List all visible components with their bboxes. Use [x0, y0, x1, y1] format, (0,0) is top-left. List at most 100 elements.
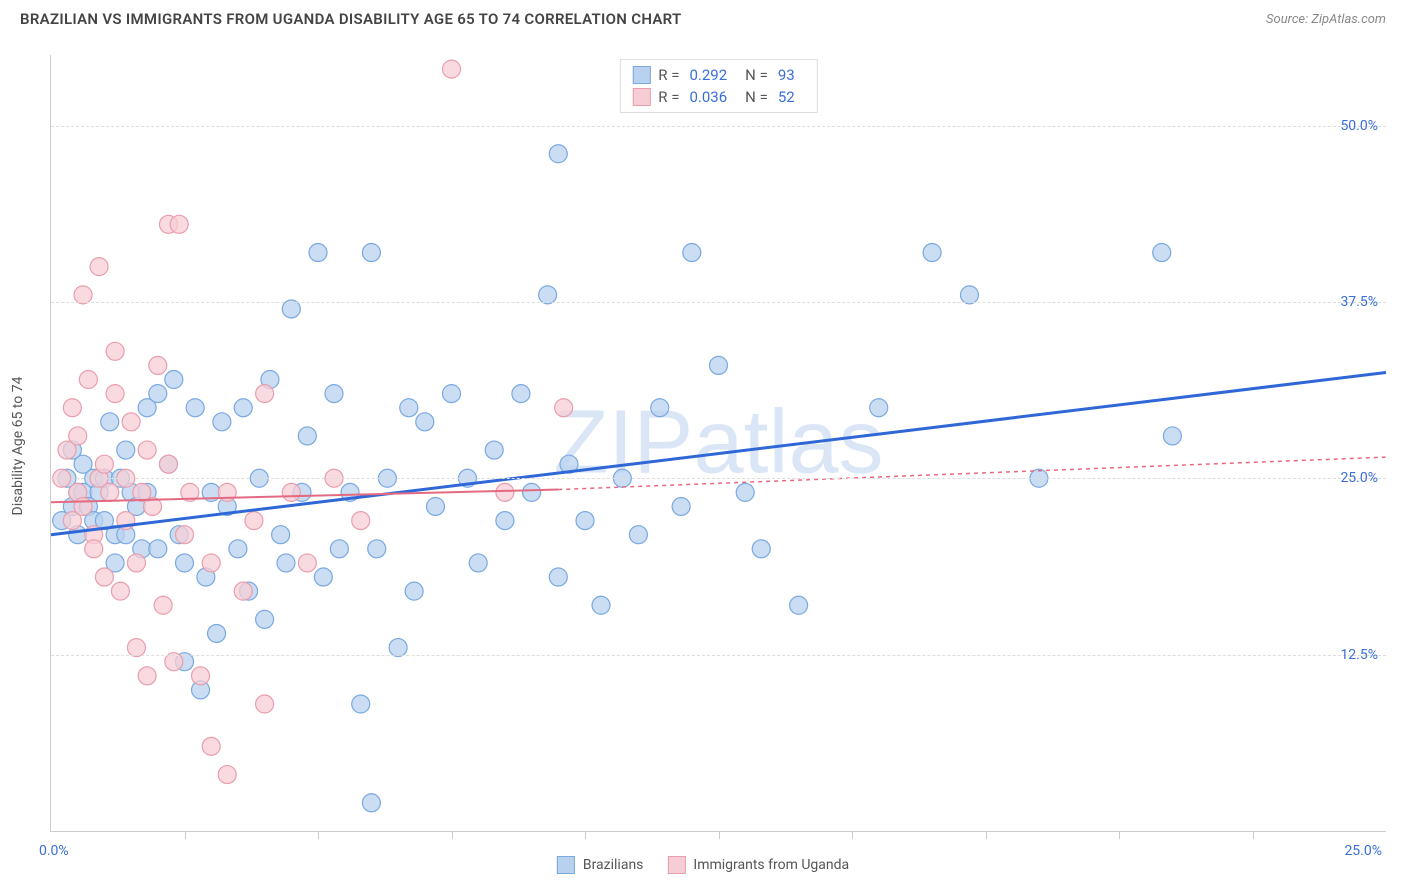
scatter-point [352, 695, 370, 713]
scatter-point [330, 540, 348, 558]
scatter-point [176, 554, 194, 572]
scatter-point [352, 512, 370, 530]
scatter-point [710, 356, 728, 374]
gridline [51, 126, 1386, 127]
series-legend: Brazilians Immigrants from Uganda [557, 856, 849, 874]
scatter-point [149, 540, 167, 558]
scatter-point [443, 385, 461, 403]
scatter-point [368, 540, 386, 558]
chart-header: BRAZILIAN VS IMMIGRANTS FROM UGANDA DISA… [0, 0, 1406, 34]
scatter-point [549, 145, 567, 163]
scatter-point [592, 596, 610, 614]
trend-line-extrapolated [558, 457, 1386, 489]
scatter-point [496, 512, 514, 530]
scatter-point [69, 427, 87, 445]
y-axis-label: Disability Age 65 to 74 [10, 377, 26, 516]
scatter-point [229, 540, 247, 558]
scatter-point [106, 342, 124, 360]
scatter-point [400, 399, 418, 417]
scatter-point [549, 568, 567, 586]
scatter-point [923, 244, 941, 262]
scatter-point [127, 554, 145, 572]
x-tick [585, 831, 586, 839]
stats-legend-box: R =0.292N =93R =0.036N =52 [619, 59, 817, 113]
scatter-point [443, 60, 461, 78]
scatter-point [138, 667, 156, 685]
scatter-point [576, 512, 594, 530]
scatter-point [149, 385, 167, 403]
scatter-point [106, 385, 124, 403]
y-tick-label: 12.5% [1340, 647, 1378, 663]
scatter-point [325, 385, 343, 403]
scatter-point [234, 582, 252, 600]
scatter-point [752, 540, 770, 558]
scatter-point [469, 554, 487, 572]
scatter-point [111, 582, 129, 600]
x-tick [719, 831, 720, 839]
x-tick [318, 831, 319, 839]
stats-legend-row: R =0.292N =93 [632, 64, 804, 86]
legend-label: Brazilians [583, 857, 644, 873]
scatter-point [485, 441, 503, 459]
r-label: R = [658, 66, 679, 84]
scatter-point [101, 483, 119, 501]
scatter-point [405, 582, 423, 600]
scatter-point [416, 413, 434, 431]
scatter-point [159, 455, 177, 473]
x-axis-max-label: 25.0% [1344, 843, 1382, 859]
n-label: N = [745, 66, 768, 84]
scatter-point [122, 413, 140, 431]
y-tick-label: 37.5% [1340, 294, 1378, 310]
scatter-point [79, 371, 97, 389]
scatter-point [234, 399, 252, 417]
scatter-point [213, 413, 231, 431]
scatter-point [298, 427, 316, 445]
scatter-point [170, 215, 188, 233]
scatter-point [1153, 244, 1171, 262]
scatter-point [208, 624, 226, 642]
y-tick-label: 25.0% [1340, 470, 1378, 486]
n-label: N = [745, 88, 768, 106]
scatter-point [218, 766, 236, 784]
scatter-point [256, 385, 274, 403]
scatter-point [192, 667, 210, 685]
scatter-point [90, 258, 108, 276]
scatter-point [186, 399, 204, 417]
legend-swatch [632, 66, 650, 84]
scatter-point [309, 244, 327, 262]
scatter-point [298, 554, 316, 572]
scatter-point [149, 356, 167, 374]
scatter-point [272, 526, 290, 544]
scatter-point [870, 399, 888, 417]
scatter-point [176, 526, 194, 544]
scatter-point [277, 554, 295, 572]
scatter-point [362, 244, 380, 262]
chart-title: BRAZILIAN VS IMMIGRANTS FROM UGANDA DISA… [20, 10, 682, 28]
scatter-point [202, 554, 220, 572]
x-tick [852, 831, 853, 839]
chart-source: Source: ZipAtlas.com [1266, 12, 1386, 27]
scatter-point [496, 483, 514, 501]
x-tick [185, 831, 186, 839]
x-tick [452, 831, 453, 839]
legend-item: Immigrants from Uganda [667, 856, 849, 874]
legend-item: Brazilians [557, 856, 644, 874]
scatter-point [245, 512, 263, 530]
r-value: 0.292 [689, 66, 727, 84]
legend-label: Immigrants from Uganda [693, 857, 849, 873]
n-value: 52 [778, 88, 795, 106]
legend-swatch [632, 88, 650, 106]
stats-legend-row: R =0.036N =52 [632, 86, 804, 108]
scatter-point [63, 399, 81, 417]
scatter-point [202, 737, 220, 755]
scatter-point [512, 385, 530, 403]
scatter-point [95, 568, 113, 586]
scatter-point [85, 540, 103, 558]
scatter-point [651, 399, 669, 417]
x-tick [1119, 831, 1120, 839]
r-label: R = [658, 88, 679, 106]
scatter-point [256, 610, 274, 628]
correlation-scatter-chart: ZIPatlas R =0.292N =93R =0.036N =52 0.0%… [50, 55, 1386, 832]
scatter-point [1163, 427, 1181, 445]
scatter-plot-svg [51, 55, 1386, 831]
